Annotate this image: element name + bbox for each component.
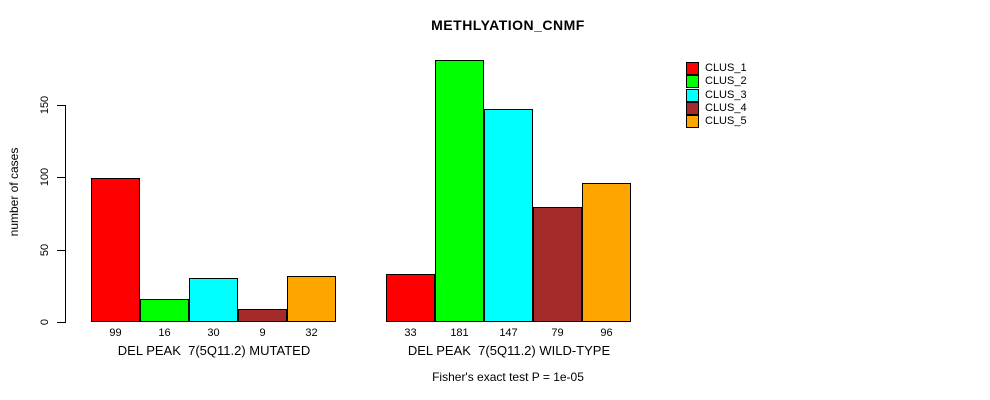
legend-item-clus_4: CLUS_4 bbox=[686, 102, 747, 116]
legend-swatch-clus_2 bbox=[686, 75, 699, 89]
y-tick-mark bbox=[57, 250, 65, 251]
bar-clus_5-group1 bbox=[287, 276, 336, 322]
bar-clus_5-group2 bbox=[582, 183, 631, 322]
bar-value-label: 9 bbox=[259, 327, 266, 339]
y-tick-label: 50 bbox=[39, 243, 51, 257]
bar-value-label: 32 bbox=[305, 327, 318, 339]
bar-clus_1-group2 bbox=[386, 274, 435, 322]
group-label-mutated: DEL PEAK 7(5Q11.2) MUTATED bbox=[117, 343, 311, 358]
legend-item-clus_3: CLUS_3 bbox=[686, 88, 747, 102]
bar-clus_4-group2 bbox=[533, 207, 582, 322]
y-tick-mark bbox=[57, 322, 65, 323]
legend-swatch-clus_1 bbox=[686, 62, 699, 76]
legend-item-clus_5: CLUS_5 bbox=[686, 115, 747, 129]
bar-value-label: 16 bbox=[158, 327, 171, 339]
y-tick-label: 0 bbox=[39, 318, 51, 326]
legend-label: CLUS_5 bbox=[705, 115, 747, 128]
legend-swatch-clus_4 bbox=[686, 102, 699, 116]
chart-title: METHLYATION_CNMF bbox=[431, 17, 585, 33]
legend-item-clus_2: CLUS_2 bbox=[686, 75, 747, 89]
bar-value-label: 79 bbox=[551, 327, 564, 339]
bar-value-label: 181 bbox=[450, 327, 469, 339]
legend-label: CLUS_3 bbox=[705, 88, 747, 101]
y-axis-label: number of cases bbox=[7, 147, 21, 237]
y-tick-label: 150 bbox=[39, 95, 51, 115]
legend-label: CLUS_1 bbox=[705, 62, 747, 75]
legend: CLUS_1 CLUS_2 CLUS_3 CLUS_4 CLUS_5 bbox=[686, 62, 747, 129]
y-tick-label: 100 bbox=[39, 167, 51, 187]
bar-value-label: 33 bbox=[404, 327, 417, 339]
bar-clus_3-group1 bbox=[189, 278, 238, 322]
bar-clus_4-group1 bbox=[238, 309, 287, 322]
legend-label: CLUS_2 bbox=[705, 75, 747, 88]
bar-value-label: 96 bbox=[600, 327, 613, 339]
legend-item-clus_1: CLUS_1 bbox=[686, 62, 747, 76]
bar-clus_2-group2 bbox=[435, 60, 484, 322]
fisher-test-annotation: Fisher's exact test P = 1e-05 bbox=[432, 370, 584, 384]
bar-value-label: 30 bbox=[207, 327, 220, 339]
bar-value-label: 99 bbox=[109, 327, 122, 339]
legend-swatch-clus_5 bbox=[686, 115, 699, 129]
y-tick-mark bbox=[57, 177, 65, 178]
y-tick-mark bbox=[57, 105, 65, 106]
bar-clus_3-group2 bbox=[484, 109, 533, 322]
bar-clus_2-group1 bbox=[140, 299, 189, 322]
group-label-wild-type: DEL PEAK 7(5Q11.2) WILD-TYPE bbox=[407, 343, 611, 358]
y-axis-line bbox=[65, 105, 66, 323]
bar-value-label: 147 bbox=[499, 327, 518, 339]
legend-label: CLUS_4 bbox=[705, 102, 747, 115]
bar-clus_1-group1 bbox=[91, 178, 140, 322]
legend-swatch-clus_3 bbox=[686, 88, 699, 102]
